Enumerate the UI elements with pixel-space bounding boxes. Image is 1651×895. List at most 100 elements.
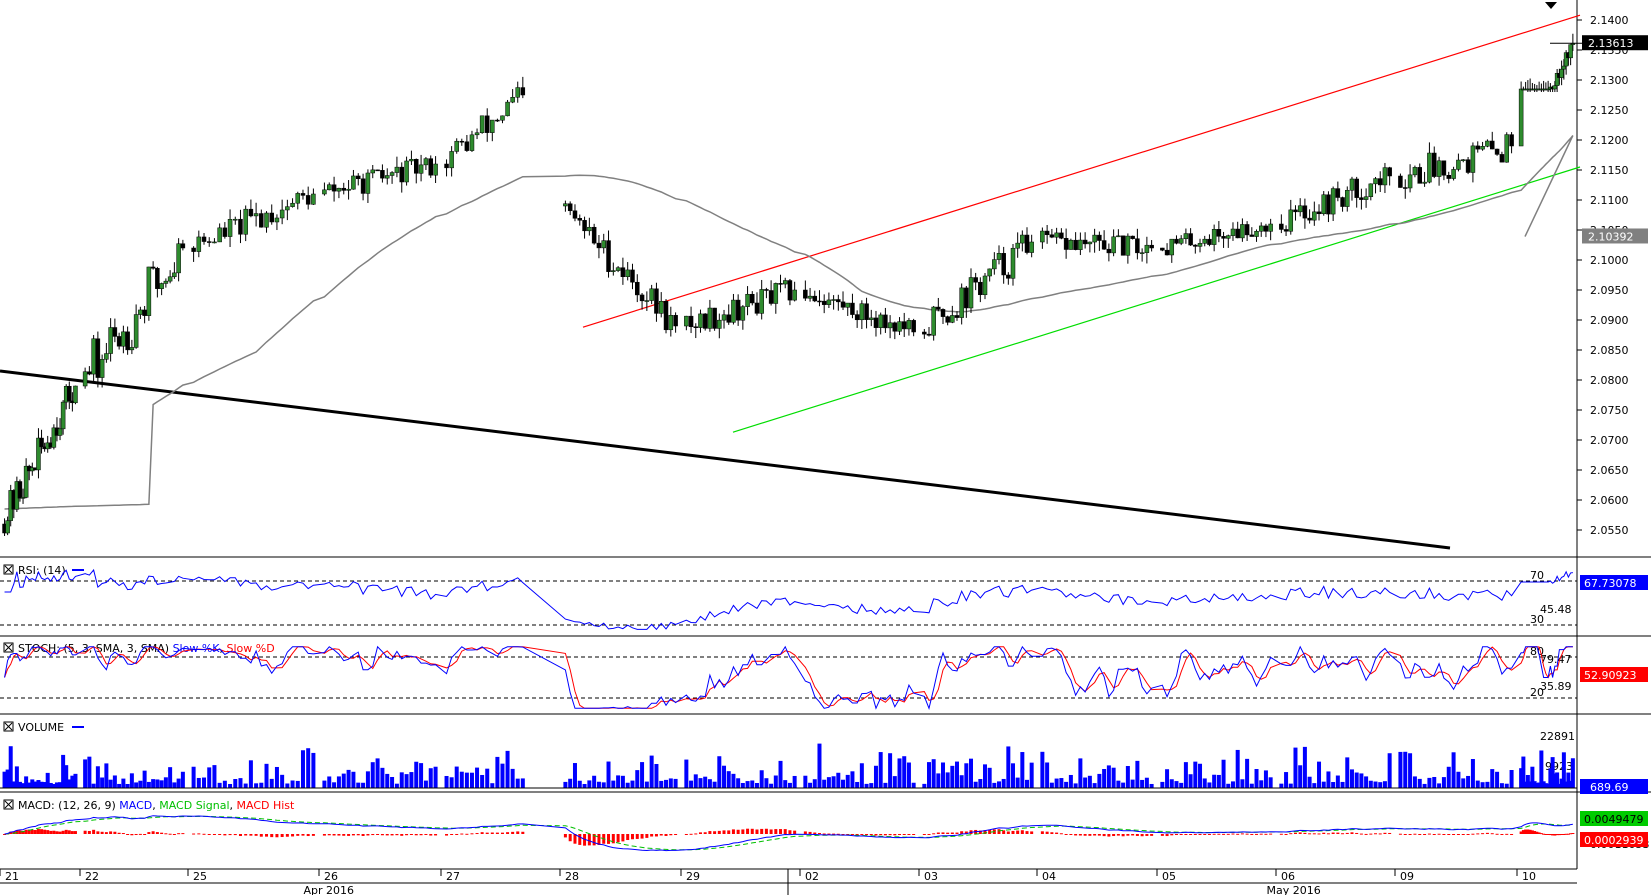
volume-bar xyxy=(505,750,510,788)
bull-candle xyxy=(365,172,371,194)
volume-bar xyxy=(243,783,248,788)
volume-bar xyxy=(1059,778,1064,788)
macd-hist-bar xyxy=(1571,833,1575,835)
volume-bar xyxy=(500,763,505,788)
macd-hist-bar xyxy=(836,833,840,835)
volume-bar xyxy=(1263,770,1268,788)
volume-bar xyxy=(1011,763,1015,788)
macd-hist-bar xyxy=(611,834,615,844)
bear-candle xyxy=(1001,253,1006,276)
macd-hist-bar xyxy=(1551,834,1555,836)
volume-bar xyxy=(1480,782,1485,788)
macd-hist-bar xyxy=(61,830,65,834)
macd-hist-bar xyxy=(1121,834,1125,837)
volume-bar xyxy=(1149,783,1154,788)
macd-hist-bar xyxy=(932,833,936,835)
macd-hist-bar xyxy=(1293,832,1297,834)
volume-bar xyxy=(1279,783,1284,788)
bull-candle xyxy=(167,276,173,282)
volume-bar xyxy=(1083,777,1088,788)
volume-bar xyxy=(1249,783,1254,788)
bull-candle xyxy=(1092,234,1097,243)
volume-bar xyxy=(1528,781,1533,788)
macd-hist-bar xyxy=(1510,834,1514,835)
volume-bar xyxy=(1106,765,1111,788)
volume-bar xyxy=(1349,769,1354,788)
bear-candle xyxy=(360,178,366,194)
volume-bar xyxy=(168,767,173,788)
macd-hist-bar xyxy=(760,828,764,834)
volume-bar xyxy=(649,755,654,788)
volume-bar xyxy=(91,783,96,788)
volume-close-icon[interactable] xyxy=(3,721,14,732)
scroll-marker-icon[interactable] xyxy=(1545,2,1557,9)
bear-candle xyxy=(926,333,932,336)
volume-bar xyxy=(1169,779,1174,788)
bull-candle xyxy=(91,338,96,375)
bear-candle xyxy=(95,338,101,378)
macd-hist-bar xyxy=(1112,834,1116,837)
bull-candle xyxy=(36,437,41,471)
macd-hist-bar xyxy=(708,831,712,834)
bull-candle xyxy=(1139,252,1145,254)
volume-bar xyxy=(228,783,233,788)
bull-candle xyxy=(23,465,29,498)
bull-candle xyxy=(295,193,301,204)
bear-candle xyxy=(821,300,827,305)
volume-bar xyxy=(217,782,222,788)
volume-bar xyxy=(754,783,759,788)
bull-candle xyxy=(684,315,689,327)
macd-hist-bar xyxy=(117,832,121,834)
macd-hist-bar xyxy=(356,834,360,836)
bear-candle xyxy=(883,314,888,329)
macd-hist-bar xyxy=(592,834,596,846)
stoch-close-icon[interactable] xyxy=(3,642,14,653)
macd-hist-bar xyxy=(1317,833,1321,835)
bull-candle xyxy=(773,283,779,304)
macd-hist-bar xyxy=(1025,831,1029,834)
macd-hist-bar xyxy=(1456,834,1460,835)
volume-bar xyxy=(274,766,279,788)
rsi-title: RSI: (14) xyxy=(18,564,66,577)
volume-bar xyxy=(644,781,649,788)
volume-bar xyxy=(380,767,385,788)
volume-bar xyxy=(163,777,168,788)
bull-candle xyxy=(1345,190,1350,207)
macd-hist-bar xyxy=(988,829,992,834)
volume-bar xyxy=(1049,782,1054,788)
bull-candle xyxy=(163,280,169,284)
bull-candle xyxy=(649,288,654,301)
macd-hist-bar xyxy=(233,834,237,836)
bull-candle xyxy=(104,353,109,360)
volume-bar xyxy=(759,770,764,788)
macd-hist-bar xyxy=(1059,833,1063,835)
volume-bar xyxy=(1130,779,1135,788)
macd-close-icon[interactable] xyxy=(3,799,14,810)
volume-bar xyxy=(125,783,130,788)
bull-candle xyxy=(146,266,152,316)
bear-candle xyxy=(1044,230,1050,235)
macd-hist-bar xyxy=(1326,833,1330,835)
bull-candle xyxy=(807,295,813,299)
bear-candle xyxy=(1387,167,1392,177)
macd-hist-bar xyxy=(1336,832,1340,834)
rsi-close-icon[interactable] xyxy=(3,564,14,575)
bear-candle xyxy=(768,290,774,304)
bear-candle xyxy=(1316,211,1322,215)
macd-hist-bar xyxy=(1500,834,1504,835)
volume-bar xyxy=(959,775,964,788)
bear-candle xyxy=(1335,188,1341,198)
volume-bar xyxy=(1412,776,1417,788)
volume-bar xyxy=(726,771,731,788)
bear-candle xyxy=(1441,160,1447,176)
volume-bar xyxy=(1550,757,1555,788)
bear-candle xyxy=(778,283,783,285)
bull-candle xyxy=(121,331,126,347)
volume-bar xyxy=(630,780,635,788)
volume-bar xyxy=(703,776,708,788)
bear-candle xyxy=(673,315,678,327)
bull-candle xyxy=(1297,205,1303,213)
volume-bar xyxy=(707,779,712,788)
macd-hist-bar xyxy=(755,829,759,834)
volume-bar xyxy=(423,780,428,788)
